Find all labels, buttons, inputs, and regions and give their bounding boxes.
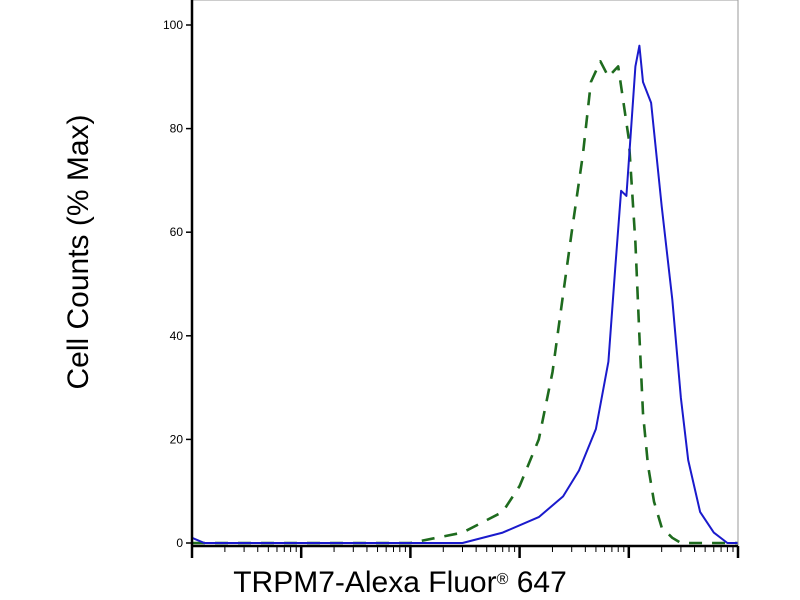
x-axis-title-main: TRPM7-Alexa Fluor xyxy=(233,566,496,599)
y-tick-label: 40 xyxy=(170,329,184,343)
series-line-2 xyxy=(191,44,738,544)
x-axis-title: TRPM7-Alexa Fluor® 647 xyxy=(233,566,567,599)
x-axis-title-suffix: 647 xyxy=(508,566,566,599)
registered-mark: ® xyxy=(497,571,509,588)
y-axis-title: Cell Counts (% Max) xyxy=(62,114,95,389)
y-tick-label: 80 xyxy=(170,122,184,136)
series-line-1 xyxy=(192,60,738,545)
y-tick-label: 60 xyxy=(170,225,184,239)
axes-layer xyxy=(190,0,739,548)
series-layer xyxy=(191,44,738,545)
y-tick-label: 0 xyxy=(176,536,183,550)
y-tick-label: 20 xyxy=(170,432,184,446)
ticks-layer: 0 20 40 60 80 100 xyxy=(163,18,740,558)
plot-area xyxy=(192,0,738,546)
y-tick-label: 100 xyxy=(163,18,183,32)
